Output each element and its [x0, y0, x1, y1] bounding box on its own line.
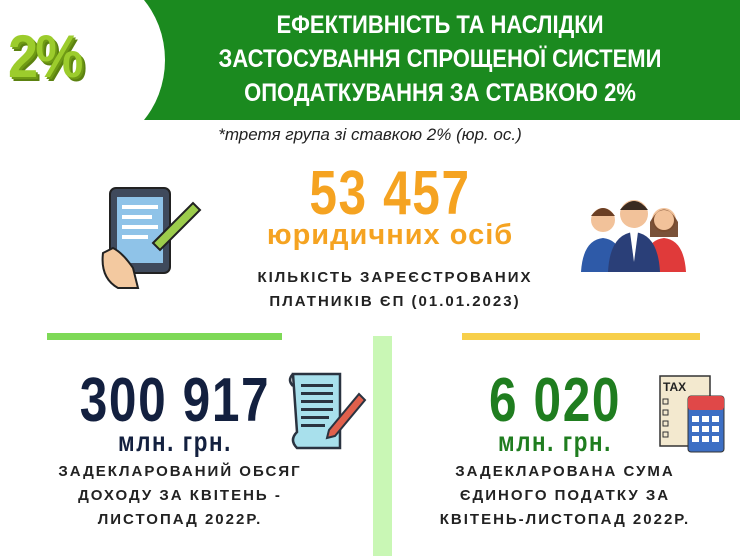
title-line: ЕФЕКТИВНІСТЬ ТА НАСЛІДКИ: [276, 11, 604, 39]
payers-count-description: КІЛЬКІСТЬ ЗАРЕЄСТРОВАНИХ ПЛАТНИКІВ ЄП (0…: [200, 266, 590, 314]
income-value: 300 917: [79, 366, 271, 435]
divider-bar-yellow: [462, 333, 700, 340]
income-description: ЗАДЕКЛАРОВАНИЙ ОБСЯГ ДОХОДУ ЗА КВІТЕНЬ -…: [30, 460, 330, 532]
scroll-pen-icon: [288, 372, 367, 450]
desc-line: ЄДИНОГО ПОДАТКУ ЗА: [459, 487, 671, 504]
tax-description: ЗАДЕКЛАРОВАНА СУМА ЄДИНОГО ПОДАТКУ ЗА КВ…: [410, 460, 720, 532]
tax-unit: млн. грн.: [498, 426, 612, 457]
page-title: ЕФЕКТИВНІСТЬ ТА НАСЛІДКИ ЗАСТОСУВАННЯ СП…: [176, 8, 704, 110]
vertical-divider: [373, 336, 392, 556]
income-unit: млн. грн.: [118, 426, 232, 457]
desc-line: ДОХОДУ ЗА КВІТЕНЬ -: [78, 487, 282, 504]
tablet-hand-icon: [101, 187, 202, 289]
desc-line: ЛИСТОПАД 2022Р.: [97, 511, 263, 528]
two-percent-logo: 2%: [8, 23, 83, 90]
desc-line: ЗАДЕКЛАРОВАНИЙ ОБСЯГ: [58, 463, 302, 480]
payers-count-unit: юридичних осіб: [266, 219, 514, 251]
desc-line: ПЛАТНИКІВ ЄП (01.01.2023): [269, 293, 521, 310]
tax-icon-label: TAX: [663, 380, 686, 394]
header-curve: [60, 0, 165, 120]
people-group-icon: [581, 200, 686, 272]
desc-line: ЗАДЕКЛАРОВАНА СУМА: [455, 463, 675, 480]
subtitle: *третя група зі ставкою 2% (юр. ос.): [218, 125, 522, 144]
title-line: ОПОДАТКУВАННЯ ЗА СТАВКОЮ 2%: [244, 79, 636, 107]
tax-value: 6 020: [488, 366, 622, 435]
payers-count: 53 457: [309, 159, 471, 228]
divider-bar-green: [47, 333, 282, 340]
tax-calculator-icon: TAX: [659, 375, 725, 453]
desc-line: КВІТЕНЬ-ЛИСТОПАД 2022Р.: [439, 511, 691, 528]
header-banner: [60, 0, 740, 120]
desc-line: КІЛЬКІСТЬ ЗАРЕЄСТРОВАНИХ: [257, 269, 533, 286]
title-line: ЗАСТОСУВАННЯ СПРОЩЕНОЇ СИСТЕМИ: [218, 45, 662, 73]
